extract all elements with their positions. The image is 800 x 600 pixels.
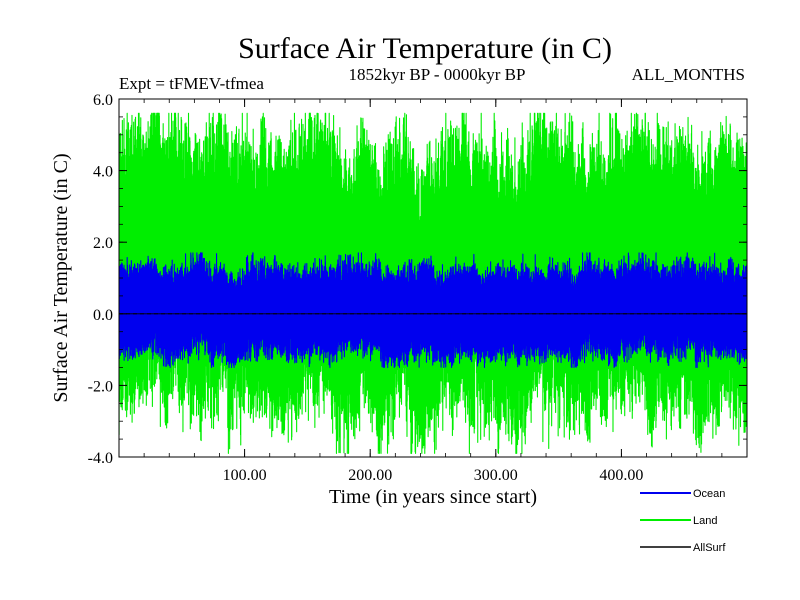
period-label: 1852kyr BP - 0000kyr BP [349,65,526,84]
series-layer [119,112,747,454]
y-tick-label: 2.0 [93,235,113,252]
legend: Ocean Land AllSurf [640,488,726,554]
x-tick-label: 300.00 [474,467,518,484]
series-line-ocean [119,252,747,369]
y-tick-label: -2.0 [88,378,113,395]
x-tick-label: 200.00 [348,467,392,484]
chart-title: Surface Air Temperature (in C) [238,32,612,65]
x-tick-label: 400.00 [599,467,643,484]
legend-label-allsurf: AllSurf [693,542,726,554]
y-tick-label: 0.0 [93,307,113,324]
y-tick-label: 6.0 [93,92,113,109]
y-tick-label: -4.0 [88,450,113,467]
y-tick-label: 4.0 [93,164,113,181]
months-label: ALL_MONTHS [632,65,745,84]
legend-label-land: Land [693,515,717,527]
x-axis-label: Time (in years since start) [329,486,537,508]
y-axis: 6.0 4.0 2.0 0.0 -2.0 -4.0 [88,92,747,467]
legend-label-ocean: Ocean [693,488,725,500]
experiment-label: Expt = tFMEV-tfmea [119,74,264,93]
x-tick-label: 100.00 [223,467,267,484]
y-axis-label: Surface Air Temperature (in C) [50,153,72,402]
x-axis: 100.00 200.00 300.00 400.00 [143,99,723,484]
